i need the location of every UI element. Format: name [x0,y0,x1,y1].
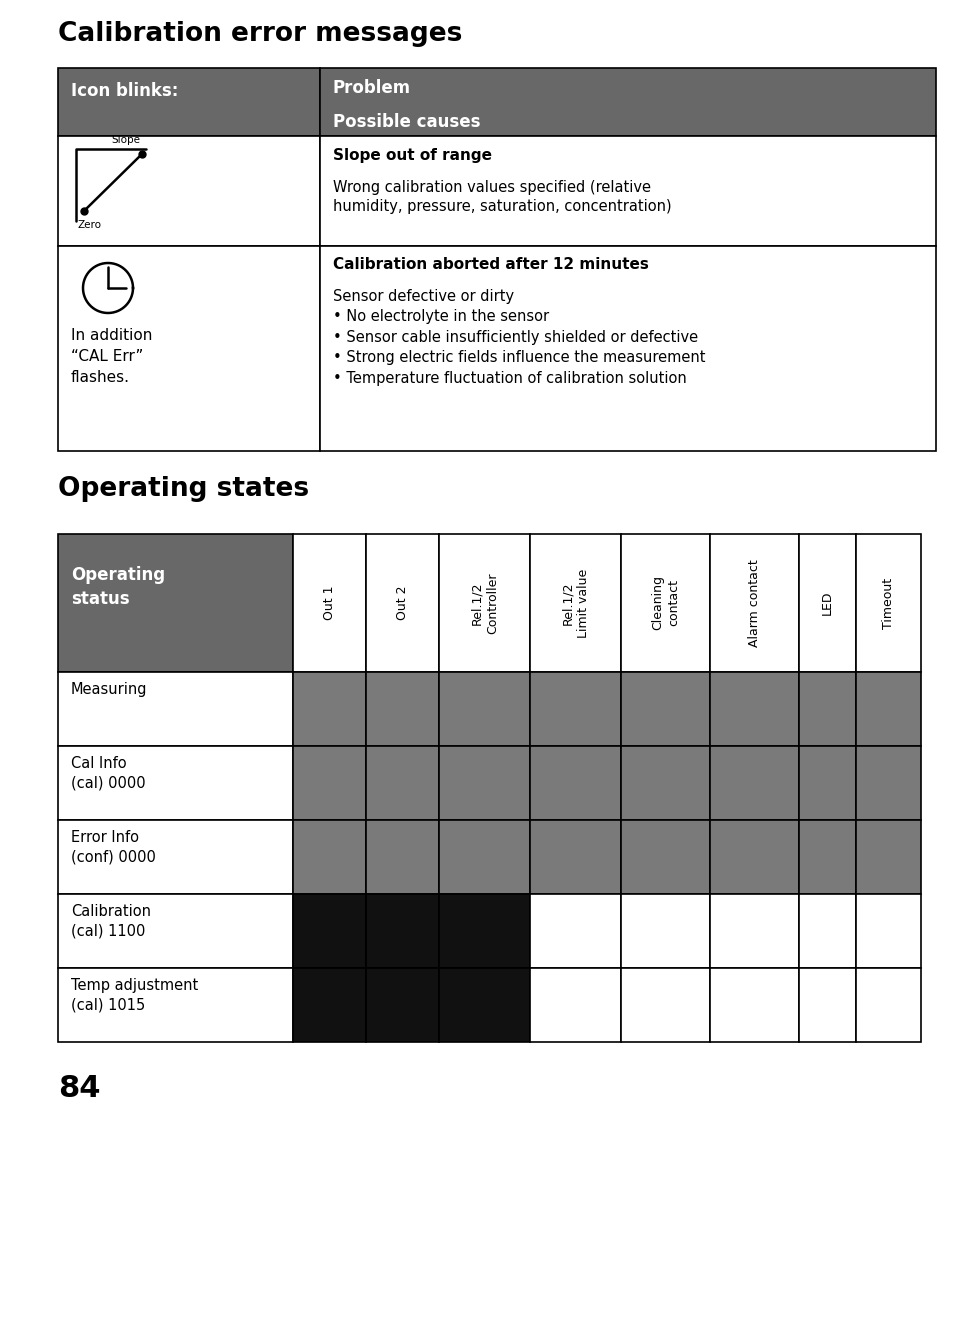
Bar [855,894,920,969]
Text: Alarm contact: Alarm contact [747,560,760,647]
Bar [855,969,920,1042]
Text: LED: LED [821,591,833,616]
Bar [530,672,620,745]
Text: Measuring: Measuring [71,681,148,697]
Bar [366,820,438,894]
Bar [366,969,438,1042]
Bar [366,894,438,969]
Bar [620,672,709,745]
Bar [799,969,855,1042]
Bar [620,534,709,672]
Bar [855,820,920,894]
Bar [293,820,366,894]
Text: Possible causes: Possible causes [333,114,480,131]
Bar [620,745,709,820]
Bar [799,672,855,745]
Text: Icon blinks:: Icon blinks: [71,81,178,100]
Text: Cleaning
contact: Cleaning contact [650,576,679,631]
Text: Operating states: Operating states [58,476,309,502]
Bar [620,969,709,1042]
Text: Sensor defective or dirty
• No electrolyte in the sensor
• Sensor cable insuffic: Sensor defective or dirty • No electroly… [333,289,705,386]
Bar [293,745,366,820]
Bar [58,894,293,969]
Text: Slope: Slope [111,135,140,146]
Text: Timeout: Timeout [882,577,894,628]
Bar [438,894,530,969]
Bar [438,820,530,894]
Bar [293,534,366,672]
Text: Error Info
(conf) 0000: Error Info (conf) 0000 [71,830,155,864]
Bar [319,68,935,136]
Text: Rel.1/2
Limit value: Rel.1/2 Limit value [560,568,589,637]
Bar [855,745,920,820]
Bar [709,745,799,820]
Bar [438,969,530,1042]
Bar [438,534,530,672]
Text: Wrong calibration values specified (relative
humidity, pressure, saturation, con: Wrong calibration values specified (rela… [333,180,671,214]
Bar [709,534,799,672]
Bar [58,68,319,136]
Bar [530,969,620,1042]
Text: Operating
status: Operating status [71,566,165,608]
Bar [799,745,855,820]
Bar [58,246,319,452]
Text: Out 2: Out 2 [395,585,409,620]
Text: In addition
“CAL Err”
flashes.: In addition “CAL Err” flashes. [71,329,152,385]
Bar [293,894,366,969]
Text: Slope out of range: Slope out of range [333,148,492,163]
Bar [620,820,709,894]
Text: Temp adjustment
(cal) 1015: Temp adjustment (cal) 1015 [71,978,198,1013]
Bar [438,672,530,745]
Bar [58,820,293,894]
Text: Calibration
(cal) 1100: Calibration (cal) 1100 [71,904,151,938]
Text: Calibration aborted after 12 minutes: Calibration aborted after 12 minutes [333,257,648,273]
Bar [293,969,366,1042]
Bar [58,672,293,745]
Bar [319,246,935,452]
Bar [58,969,293,1042]
Text: Problem: Problem [333,79,411,98]
Bar [58,534,293,672]
Bar [530,894,620,969]
Bar [799,820,855,894]
Text: 84: 84 [58,1074,100,1104]
Bar [438,745,530,820]
Bar [366,672,438,745]
Bar [709,894,799,969]
Bar [709,820,799,894]
Bar [366,534,438,672]
Text: Out 1: Out 1 [323,585,335,620]
Bar [530,820,620,894]
Bar [293,672,366,745]
Text: Calibration error messages: Calibration error messages [58,21,462,47]
Text: Cal Info
(cal) 0000: Cal Info (cal) 0000 [71,756,146,790]
Bar [799,534,855,672]
Bar [530,534,620,672]
Bar [366,745,438,820]
Bar [620,894,709,969]
Bar [319,136,935,246]
Bar [799,894,855,969]
Bar [855,672,920,745]
Text: Zero: Zero [77,220,101,230]
Bar [530,745,620,820]
Bar [709,672,799,745]
Bar [855,534,920,672]
Bar [58,745,293,820]
Bar [58,136,319,246]
Text: Rel.1/2
Controller: Rel.1/2 Controller [470,572,498,633]
Bar [709,969,799,1042]
